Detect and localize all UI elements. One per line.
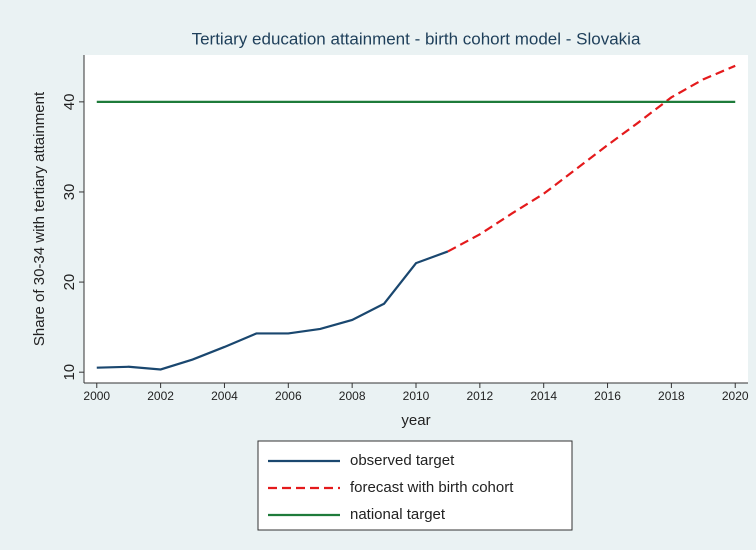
x-tick-label: 2012 [466, 389, 493, 403]
y-tick-label: 20 [61, 274, 78, 291]
legend-label: observed target [350, 452, 455, 469]
x-tick-label: 2016 [594, 389, 621, 403]
chart-title: Tertiary education attainment - birth co… [192, 29, 641, 48]
x-tick-label: 2004 [211, 389, 238, 403]
x-tick-label: 2000 [83, 389, 110, 403]
x-tick-label: 2008 [339, 389, 366, 403]
y-tick-label: 30 [61, 184, 78, 201]
x-tick-label: 2020 [722, 389, 749, 403]
legend-label: forecast with birth cohort [350, 479, 514, 496]
x-tick-label: 2002 [147, 389, 174, 403]
x-axis-title: year [401, 412, 430, 429]
y-tick-label: 10 [61, 364, 78, 381]
series-line [447, 64, 736, 253]
x-tick-label: 2010 [403, 389, 430, 403]
series-line [96, 250, 449, 371]
legend-label: national target [350, 506, 446, 523]
y-axis-title: Share of 30-34 with tertiary attainment [31, 91, 48, 346]
x-tick-label: 2006 [275, 389, 302, 403]
x-tick-label: 2018 [658, 389, 685, 403]
y-tick-label: 40 [61, 94, 78, 111]
x-tick-label: 2014 [530, 389, 557, 403]
plot-area [84, 55, 748, 383]
